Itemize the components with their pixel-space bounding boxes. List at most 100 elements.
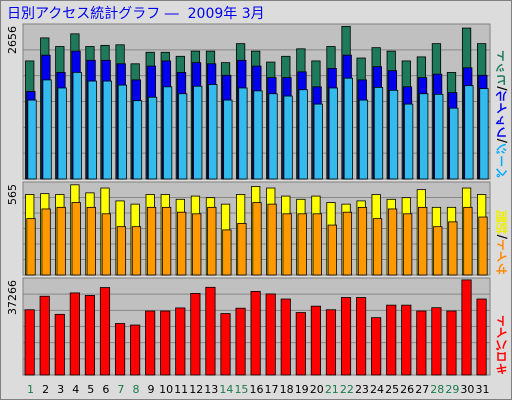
chart-title: 日別アクセス統計グラフ ― 2009年 3月	[7, 6, 265, 22]
bar-kilobyte-キロバイト-27	[416, 310, 427, 376]
bar-page-file-hit-ページ-18	[283, 95, 293, 180]
bar-page-file-hit-ページ-19	[298, 89, 308, 180]
bar-kilobyte-キロバイト-15	[235, 307, 246, 376]
bar-kilobyte-キロバイト-4	[69, 292, 80, 376]
bar-site-サイト-27	[418, 206, 428, 276]
bar-page-file-hit-ページ-28	[434, 93, 444, 180]
bar-kilobyte-キロバイト-26	[401, 304, 412, 376]
bar-site-サイト-9	[146, 206, 157, 276]
x-tick-label: 23	[355, 383, 369, 396]
bar-site-サイト-19	[297, 213, 307, 276]
x-tick-label: 26	[400, 383, 414, 396]
bar-site-サイト-31	[478, 216, 488, 276]
bar-site-サイト-7	[116, 226, 127, 276]
bar-kilobyte-キロバイト-13	[205, 286, 216, 376]
bar-page-file-hit-ページ-30	[464, 85, 474, 180]
x-tick-label: 2	[42, 383, 49, 396]
bar-site-サイト-22	[342, 211, 353, 276]
legend-item: ページ	[495, 143, 509, 179]
x-tick-label: 16	[250, 383, 264, 396]
bar-kilobyte-キロバイト-8	[130, 324, 141, 376]
bar-kilobyte-キロバイト-22	[340, 297, 352, 376]
bar-kilobyte-キロバイト-10	[160, 310, 171, 376]
bar-page-file-hit-ページ-5	[87, 80, 97, 180]
bar-site-サイト-8	[131, 226, 142, 276]
x-tick-label: 20	[310, 383, 324, 396]
bar-page-file-hit-ページ-4	[72, 72, 82, 180]
bar-site-サイト-30	[463, 206, 473, 276]
bar-page-file-hit-ページ-21	[328, 87, 338, 180]
x-tick-label: 13	[204, 383, 218, 396]
bar-kilobyte-キロバイト-24	[371, 317, 382, 376]
bar-site-サイト-5	[86, 206, 96, 276]
bar-page-file-hit-ページ-13	[208, 84, 218, 180]
bar-page-file-hit-ページ-10	[162, 86, 173, 180]
bar-page-file-hit-ページ-1	[27, 99, 37, 180]
x-tick-label: 30	[460, 383, 474, 396]
bar-kilobyte-キロバイト-7	[114, 323, 126, 376]
bar-site-サイト-18	[282, 213, 292, 276]
bar-page-file-hit-ページ-25	[388, 89, 399, 180]
bar-page-file-hit-ページ-14	[223, 99, 233, 180]
bar-kilobyte-キロバイト-2	[39, 295, 50, 376]
bar-site-サイト-16	[252, 202, 262, 276]
bar-site-サイト-4	[71, 202, 81, 276]
bar-kilobyte-キロバイト-21	[325, 309, 337, 376]
x-tick-label: 11	[174, 383, 188, 396]
x-tick-label: 12	[189, 383, 203, 396]
bar-page-file-hit-ページ-16	[253, 90, 263, 180]
bar-kilobyte-キロバイト-25	[386, 304, 397, 376]
bar-page-file-hit-ページ-27	[419, 93, 429, 180]
x-tick-label: 5	[87, 383, 94, 396]
x-tick-label: 28	[430, 383, 444, 396]
bar-site-サイト-26	[403, 213, 413, 276]
bar-kilobyte-キロバイト-1	[24, 309, 35, 376]
bar-site-サイト-23	[357, 206, 368, 276]
bar-kilobyte-キロバイト-29	[446, 310, 457, 376]
bar-page-file-hit-ページ-23	[358, 99, 369, 180]
x-tick-label: 31	[475, 383, 489, 396]
bar-kilobyte-キロバイト-19	[295, 312, 306, 376]
bar-kilobyte-キロバイト-9	[145, 310, 156, 376]
x-tick-label: 3	[57, 383, 64, 396]
bar-kilobyte-キロバイト-11	[175, 307, 186, 376]
x-tick-label: 10	[159, 383, 173, 396]
bar-site-サイト-25	[387, 208, 398, 276]
bar-page-file-hit-ページ-22	[343, 77, 354, 180]
bar-page-file-hit-ページ-7	[117, 84, 128, 180]
bar-kilobyte-キロバイト-12	[190, 293, 201, 376]
bar-site-サイト-3	[56, 206, 66, 276]
legend-item: /	[495, 234, 509, 239]
bar-kilobyte-キロバイト-5	[84, 295, 95, 376]
x-tick-label: 21	[325, 383, 339, 396]
bar-page-file-hit-ページ-3	[57, 87, 67, 180]
bar-site-サイト-20	[312, 213, 322, 276]
legend-site: サイト/訪問	[493, 182, 510, 275]
bar-page-file-hit-ページ-11	[178, 93, 188, 180]
x-tick-label: 15	[234, 383, 248, 396]
legend-page-file-hit: ページ/ファイル/ヒット	[493, 24, 510, 179]
bar-site-サイト-21	[327, 224, 337, 276]
bar-page-file-hit-ページ-15	[238, 87, 248, 180]
bar-site-サイト-13	[207, 206, 217, 276]
x-tick-label: 14	[219, 383, 233, 396]
bar-kilobyte-キロバイト-3	[54, 313, 65, 376]
bar-page-file-hit-ページ-9	[147, 96, 158, 180]
legend-item: /	[495, 138, 509, 143]
bar-page-file-hit-ページ-2	[42, 79, 52, 180]
bar-site-サイト-6	[101, 213, 111, 276]
bar-page-file-hit-ページ-29	[449, 107, 459, 180]
bar-kilobyte-キロバイト-16	[250, 290, 261, 376]
legend-item: ヒット	[495, 50, 509, 87]
x-tick-label: 8	[132, 383, 139, 396]
legend-item: キロバイト	[495, 315, 509, 375]
y-max-label-page-file-hit: 2656	[6, 26, 19, 54]
bar-kilobyte-キロバイト-30	[461, 279, 472, 376]
bar-site-サイト-2	[41, 208, 51, 276]
y-max-label-site: 565	[6, 184, 19, 205]
bar-page-file-hit-ページ-6	[102, 80, 112, 180]
y-max-label-kilobyte: 37266	[6, 280, 19, 315]
x-tick-label: 25	[385, 383, 399, 396]
bar-kilobyte-キロバイト-6	[99, 287, 111, 376]
